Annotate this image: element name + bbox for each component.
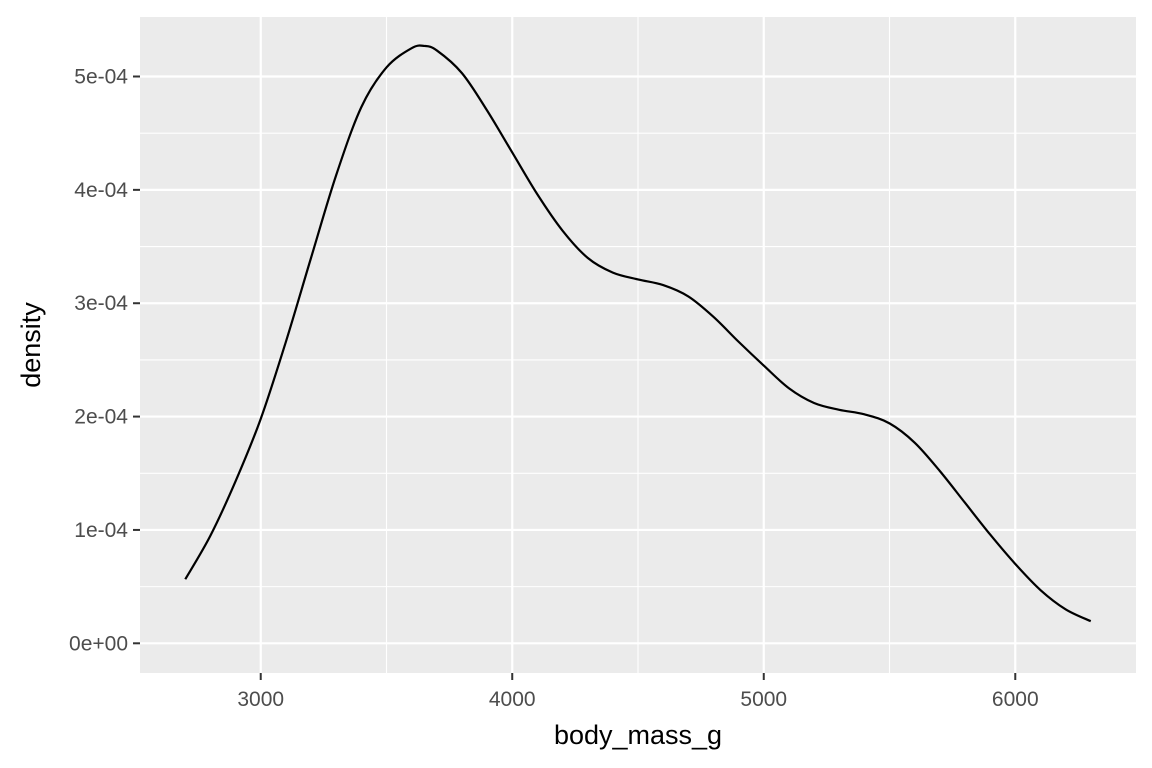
- y-tick-label: 3e-04: [74, 292, 128, 315]
- density-curve: [184, 44, 1092, 623]
- x-tick-label: 3000: [237, 688, 284, 711]
- x-axis-title: body_mass_g: [554, 720, 722, 750]
- y-tick-label: 1e-04: [74, 519, 128, 542]
- y-axis-title: density: [16, 302, 46, 388]
- y-axis: 0e+00 1e-04 2e-04 3e-04 4e-04 5e-04: [69, 66, 140, 655]
- x-tick-label: 4000: [489, 688, 536, 711]
- x-tick-label: 5000: [740, 688, 787, 711]
- y-tick-label: 2e-04: [74, 406, 128, 429]
- y-tick-label: 0e+00: [69, 632, 128, 655]
- y-tick-label: 4e-04: [74, 179, 128, 202]
- y-tick-label: 5e-04: [74, 66, 128, 89]
- minor-gridlines: [140, 17, 1136, 673]
- x-tick-label: 6000: [992, 688, 1039, 711]
- x-axis: 3000 4000 5000 6000: [237, 673, 1039, 711]
- major-gridlines: [140, 17, 1136, 673]
